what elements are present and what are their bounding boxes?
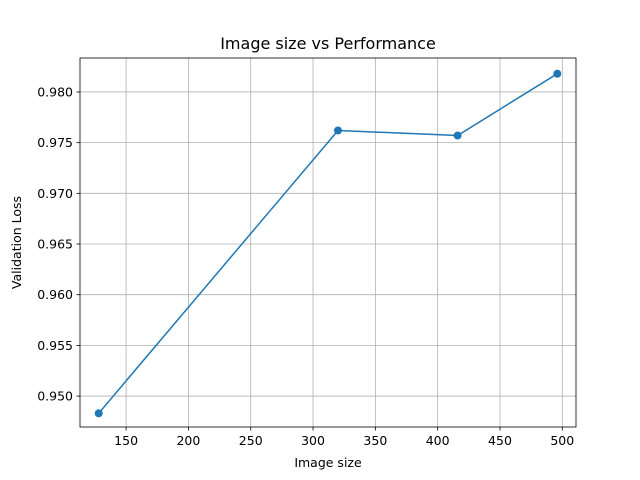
x-axis-ticks: 150 200 250 300 350 400 450 500 [114,427,574,448]
data-point [333,126,342,135]
data-point [553,69,562,78]
x-tick-label: 450 [488,433,512,448]
y-tick-label: 0.960 [37,287,73,302]
y-tick-label: 0.975 [37,135,73,150]
x-tick-label: 250 [239,433,263,448]
x-tick-label: 350 [363,433,387,448]
chart-title: Image size vs Performance [220,34,436,53]
series-line [97,72,559,415]
y-tick-label: 0.980 [37,84,73,99]
data-point [453,131,462,140]
x-tick-label: 500 [550,433,574,448]
data-point [94,409,103,418]
x-tick-label: 150 [114,433,138,448]
y-axis-ticks: 0.950 0.955 0.960 0.965 0.970 0.975 0.980 [37,84,80,404]
y-axis-label: Validation Loss [9,196,24,289]
y-tick-label: 0.970 [37,186,73,201]
x-tick-label: 200 [176,433,200,448]
y-tick-label: 0.965 [37,237,73,252]
x-tick-label: 400 [426,433,450,448]
y-tick-label: 0.955 [37,338,73,353]
x-tick-label: 300 [301,433,325,448]
series-layer [94,69,562,418]
plot-frame [79,57,577,428]
x-axis-label: Image size [294,455,362,470]
y-tick-label: 0.950 [37,389,73,404]
